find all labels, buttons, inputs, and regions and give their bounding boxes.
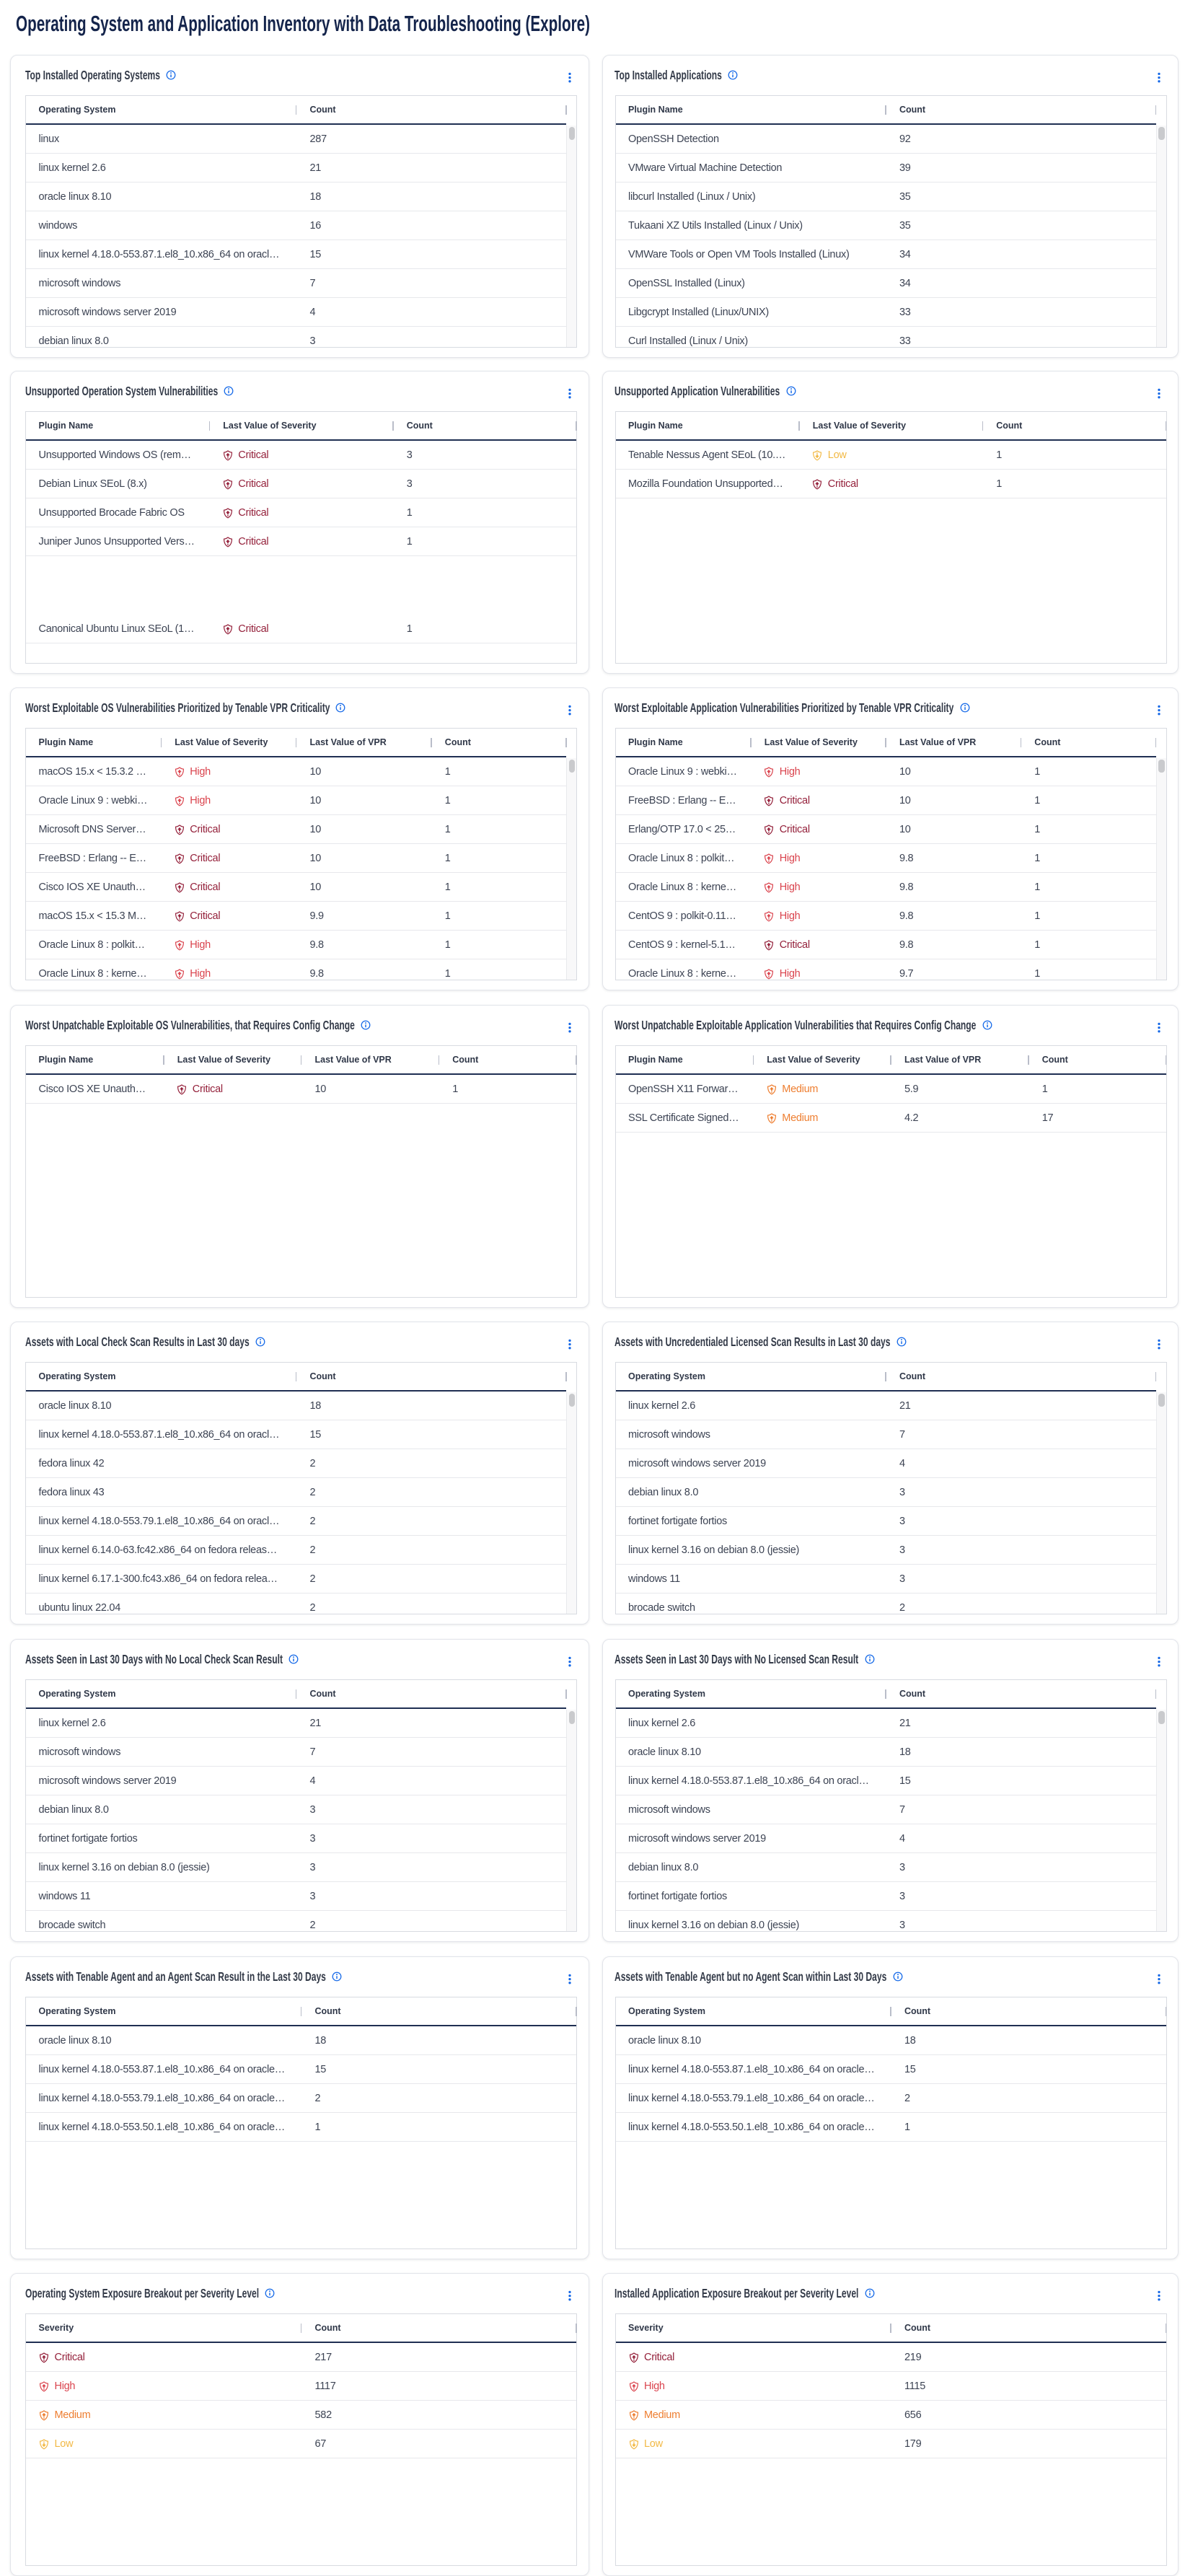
svg-text:Worst Exploitable Application: Worst Exploitable Application Vulnerabil… — [614, 700, 953, 715]
svg-text:Top Installed Operating System: Top Installed Operating Systems — [25, 68, 160, 82]
svg-text:Assets Seen in Last 30 Days wi: Assets Seen in Last 30 Days with No Lice… — [614, 1652, 858, 1666]
svg-text:Top Installed Applications: Top Installed Applications — [614, 68, 722, 82]
svg-text:Assets with Tenable Agent and: Assets with Tenable Agent and an Agent S… — [25, 1969, 326, 1984]
svg-text:Assets Seen in Last 30 Days wi: Assets Seen in Last 30 Days with No Loca… — [25, 1652, 283, 1666]
svg-text:Assets with Tenable Agent but: Assets with Tenable Agent but no Agent S… — [614, 1969, 886, 1984]
svg-text:Assets with Local Check Scan R: Assets with Local Check Scan Results in … — [25, 1335, 250, 1349]
svg-text:Installed Application Exposure: Installed Application Exposure Breakout … — [614, 2286, 858, 2300]
svg-text:Worst Unpatchable Exploitable: Worst Unpatchable Exploitable OS Vulnera… — [25, 1018, 355, 1032]
svg-text:Worst Exploitable OS Vulnerabi: Worst Exploitable OS Vulnerabilities Pri… — [25, 700, 330, 715]
svg-text:Operating System and Applicati: Operating System and Application Invento… — [16, 11, 590, 36]
svg-text:Unsupported Operation System V: Unsupported Operation System Vulnerabili… — [25, 384, 218, 398]
svg-text:Unsupported Application Vulner: Unsupported Application Vulnerabilities — [614, 384, 780, 398]
svg-text:Operating System Exposure Brea: Operating System Exposure Breakout per S… — [25, 2286, 259, 2300]
svg-text:Worst Unpatchable Exploitable: Worst Unpatchable Exploitable Applicatio… — [614, 1018, 977, 1032]
svg-text:Assets with Uncredentialed Lic: Assets with Uncredentialed Licensed Scan… — [614, 1335, 891, 1349]
